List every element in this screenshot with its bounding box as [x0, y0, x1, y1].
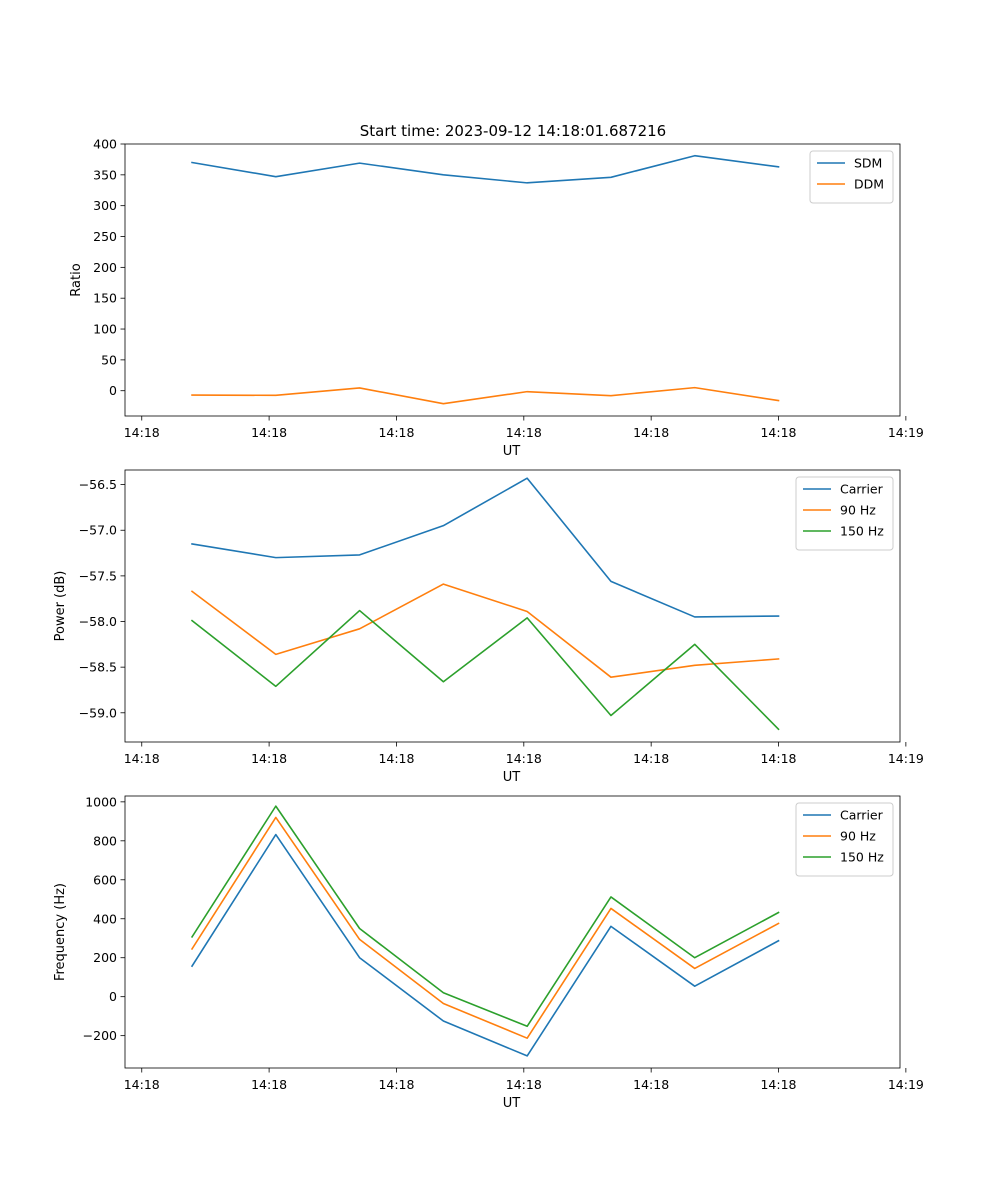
- x-axis-label: UT: [503, 1096, 521, 1111]
- x-tick-label: 14:18: [760, 425, 796, 440]
- legend-label: Carrier: [840, 482, 884, 497]
- x-tick-label: 14:18: [506, 751, 542, 766]
- series-line-150-hz: [190, 609, 780, 731]
- x-tick-label: 14:18: [251, 751, 287, 766]
- y-tick-label: 200: [93, 950, 117, 965]
- legend-label: SDM: [854, 156, 882, 171]
- y-tick-label: −200: [83, 1028, 117, 1043]
- legend: Carrier 90 Hz 150 Hz: [795, 802, 894, 877]
- x-tick-label: 14:18: [124, 425, 160, 440]
- panel-1: 14:18 14:18 14:18 14:18 14:18 14:18 14:19 0 50 10…: [69, 137, 924, 460]
- figure-title: Start time: 2023-09-12 14:18:01.687216: [360, 122, 666, 140]
- x-axis-label: UT: [503, 770, 521, 785]
- x-tick-label: 14:18: [506, 425, 542, 440]
- axes-frame: [124, 469, 901, 743]
- legend-label: 150 Hz: [840, 850, 884, 865]
- legend: Carrier 90 Hz 150 Hz: [795, 476, 894, 551]
- x-tick-label: 14:18: [378, 425, 414, 440]
- y-tick-label: 350: [93, 167, 117, 182]
- y-tick-label: 50: [101, 352, 117, 367]
- x-tick-label: 14:18: [124, 1077, 160, 1092]
- y-tick-label: −59.0: [79, 705, 117, 720]
- y-tick-label: 200: [93, 260, 117, 275]
- series-line-carrier: [190, 833, 780, 1057]
- x-tick-label: 14:18: [760, 1077, 796, 1092]
- x-tick-label: 14:18: [378, 1077, 414, 1092]
- y-axis-label: Frequency (Hz): [53, 883, 68, 981]
- y-axis-label: Power (dB): [53, 571, 68, 642]
- x-tick-label: 14:19: [888, 425, 924, 440]
- legend-label: DDM: [854, 177, 884, 192]
- y-tick-label: −58.5: [79, 660, 117, 675]
- x-axis-label: UT: [503, 444, 521, 459]
- x-tick-label: 14:18: [251, 1077, 287, 1092]
- series-line-sdm: [191, 154, 780, 184]
- panel-2: 14:18 14:18 14:18 14:18 14:18 14:18 14:19 −56.5…: [53, 469, 924, 785]
- y-tick-label: 600: [93, 872, 117, 887]
- legend-label: 150 Hz: [840, 524, 884, 539]
- axes-frame: [124, 795, 901, 1069]
- legend-label: 90 Hz: [840, 829, 876, 844]
- y-tick-label: −57.0: [79, 523, 117, 538]
- y-tick-label: 800: [93, 833, 117, 848]
- x-tick-label: 14:18: [124, 751, 160, 766]
- panel-3: 14:18 14:18 14:18 14:18 14:18 14:18 14:19 −200 0…: [53, 794, 924, 1111]
- x-tick-label: 14:18: [506, 1077, 542, 1092]
- axes-frame: [124, 143, 901, 417]
- x-tick-label: 14:18: [633, 1077, 669, 1092]
- x-tick-label: 14:18: [378, 751, 414, 766]
- y-tick-label: 150: [93, 291, 117, 306]
- y-tick-label: −58.0: [79, 614, 117, 629]
- y-tick-label: 400: [93, 137, 117, 152]
- y-axis-label: Ratio: [69, 263, 84, 296]
- y-tick-label: −56.5: [79, 477, 117, 492]
- series-line-ddm: [191, 386, 780, 405]
- series-line-carrier: [191, 477, 780, 618]
- panels: 14:18 14:18 14:18 14:18 14:18 14:18 14:19 0 50 10…: [53, 137, 924, 1112]
- x-tick-label: 14:18: [251, 425, 287, 440]
- y-tick-label: 250: [93, 229, 117, 244]
- legend-box: [809, 150, 894, 204]
- y-tick-label: 1000: [85, 794, 117, 809]
- y-tick-label: 0: [109, 383, 117, 398]
- legend-label: 90 Hz: [840, 503, 876, 518]
- x-tick-label: 14:18: [760, 751, 796, 766]
- legend: SDM DDM: [809, 150, 894, 204]
- y-tick-label: 400: [93, 911, 117, 926]
- x-tick-label: 14:18: [633, 425, 669, 440]
- series-line-150-hz: [190, 805, 780, 1028]
- legend-label: Carrier: [840, 808, 884, 823]
- y-tick-label: 300: [93, 198, 117, 213]
- y-tick-label: −57.5: [79, 568, 117, 583]
- x-tick-label: 14:19: [888, 1077, 924, 1092]
- x-tick-label: 14:18: [633, 751, 669, 766]
- x-tick-label: 14:19: [888, 751, 924, 766]
- series-line-90-hz: [190, 583, 780, 678]
- y-tick-label: 100: [93, 322, 117, 337]
- y-tick-label: 0: [109, 989, 117, 1004]
- series-line-90-hz: [190, 816, 780, 1039]
